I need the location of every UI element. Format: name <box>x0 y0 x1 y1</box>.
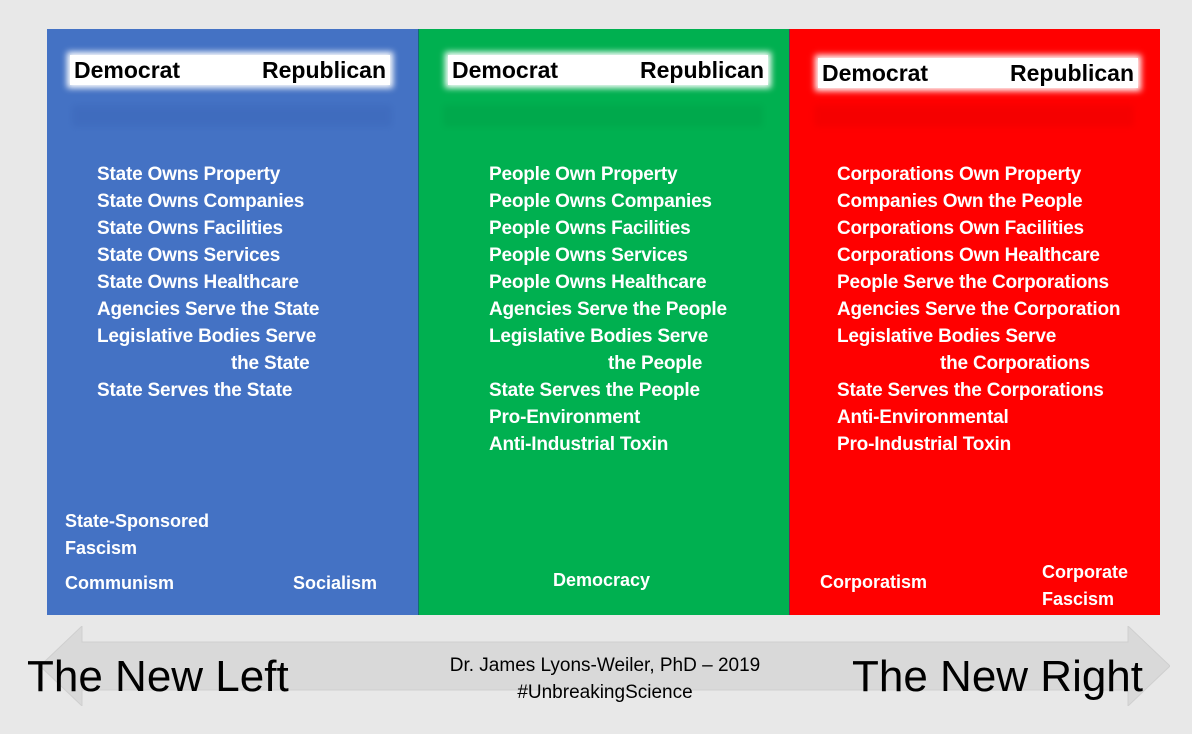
legislative-line-2: the People <box>608 353 703 374</box>
new-right-label: The New Right <box>852 652 1144 701</box>
list-item: State Serves the People <box>489 380 700 401</box>
list-item: People Owns Companies <box>489 191 712 212</box>
list-item: People Serve the Corporations <box>837 272 1109 293</box>
republican-label: Republican <box>1010 60 1134 86</box>
state-sponsored-fascism-label: State-Sponsored Fascism <box>65 508 209 562</box>
ghost-reflection <box>443 105 763 127</box>
list-item: Companies Own the People <box>837 191 1083 212</box>
list-item: Legislative Bodies Serve the Corporation… <box>837 323 1120 377</box>
list-item: People Owns Services <box>489 245 688 266</box>
list-item: People Own Property <box>489 164 678 185</box>
list-item: Legislative Bodies Serve the State <box>97 323 319 377</box>
socialism-label: Socialism <box>293 573 378 593</box>
party-header: Democrat Republican <box>70 55 390 85</box>
corporate-fascism-line-1: Corporate <box>1042 562 1129 582</box>
republican-label: Republican <box>262 57 386 83</box>
list-item: Agencies Serve the People <box>489 299 727 320</box>
communism-label: Communism <box>65 573 175 593</box>
panel-new-left: Democrat Republican State Owns Property … <box>47 29 418 615</box>
fascism-line-1: State-Sponsored <box>65 511 210 531</box>
new-left-label: The New Left <box>27 652 289 701</box>
list-item: Pro-Environment <box>489 407 641 428</box>
list-item: Agencies Serve the Corporation <box>837 299 1121 320</box>
corporate-fascism-label: Corporate Fascism <box>1042 559 1128 613</box>
panel-divider <box>418 29 419 615</box>
legislative-line-2: the Corporations <box>940 353 1090 374</box>
credit-line-2: #UnbreakingScience <box>517 682 693 703</box>
legislative-line-1: Legislative Bodies Serve <box>97 326 317 347</box>
democrat-label: Democrat <box>74 57 181 83</box>
list-item: People Owns Facilities <box>489 218 691 239</box>
democracy-label: Democracy <box>553 570 651 590</box>
democrat-label: Democrat <box>822 60 929 86</box>
ghost-reflection <box>72 105 392 127</box>
list-item: Legislative Bodies Serve the People <box>489 323 727 377</box>
corporate-fascism-line-2: Fascism <box>1042 589 1115 609</box>
democrat-label: Democrat <box>452 57 559 83</box>
middle-principles-list: People Own Property People Owns Companie… <box>489 161 727 458</box>
list-item: State Owns Healthcare <box>97 272 299 293</box>
author-credit: Dr. James Lyons-Weiler, PhD – 2019 #Unbr… <box>420 652 790 706</box>
legislative-line-1: Legislative Bodies Serve <box>489 326 709 347</box>
panel-divider <box>789 29 790 615</box>
republican-label: Republican <box>640 57 764 83</box>
list-item: Agencies Serve the State <box>97 299 320 320</box>
list-item: Anti-Industrial Toxin <box>489 434 669 455</box>
list-item: State Owns Companies <box>97 191 305 212</box>
party-header: Democrat Republican <box>448 55 768 85</box>
list-item: People Owns Healthcare <box>489 272 707 293</box>
panel-democracy: Democrat Republican People Own Property … <box>418 29 789 615</box>
list-item: Anti-Environmental <box>837 407 1009 428</box>
right-principles-list: Corporations Own Property Companies Own … <box>837 161 1120 458</box>
list-item: Pro-Industrial Toxin <box>837 434 1012 455</box>
legislative-line-2: the State <box>231 353 310 374</box>
party-header: Democrat Republican <box>818 58 1138 88</box>
fascism-line-2: Fascism <box>65 538 138 558</box>
double-arrow <box>40 626 1170 706</box>
panel-new-right: Democrat Republican Corporations Own Pro… <box>789 29 1160 615</box>
legislative-line-1: Legislative Bodies Serve <box>837 326 1057 347</box>
credit-line-1: Dr. James Lyons-Weiler, PhD – 2019 <box>449 655 761 676</box>
list-item: State Owns Facilities <box>97 218 283 239</box>
left-principles-list: State Owns Property State Owns Companies… <box>97 161 319 404</box>
list-item: Corporations Own Property <box>837 164 1082 185</box>
list-item: State Serves the State <box>97 380 293 401</box>
list-item: State Serves the Corporations <box>837 380 1104 401</box>
corporatism-label: Corporatism <box>820 572 928 592</box>
list-item: State Owns Services <box>97 245 281 266</box>
ghost-reflection <box>814 105 1134 127</box>
list-item: Corporations Own Healthcare <box>837 245 1100 266</box>
list-item: Corporations Own Facilities <box>837 218 1084 239</box>
list-item: State Owns Property <box>97 164 281 185</box>
